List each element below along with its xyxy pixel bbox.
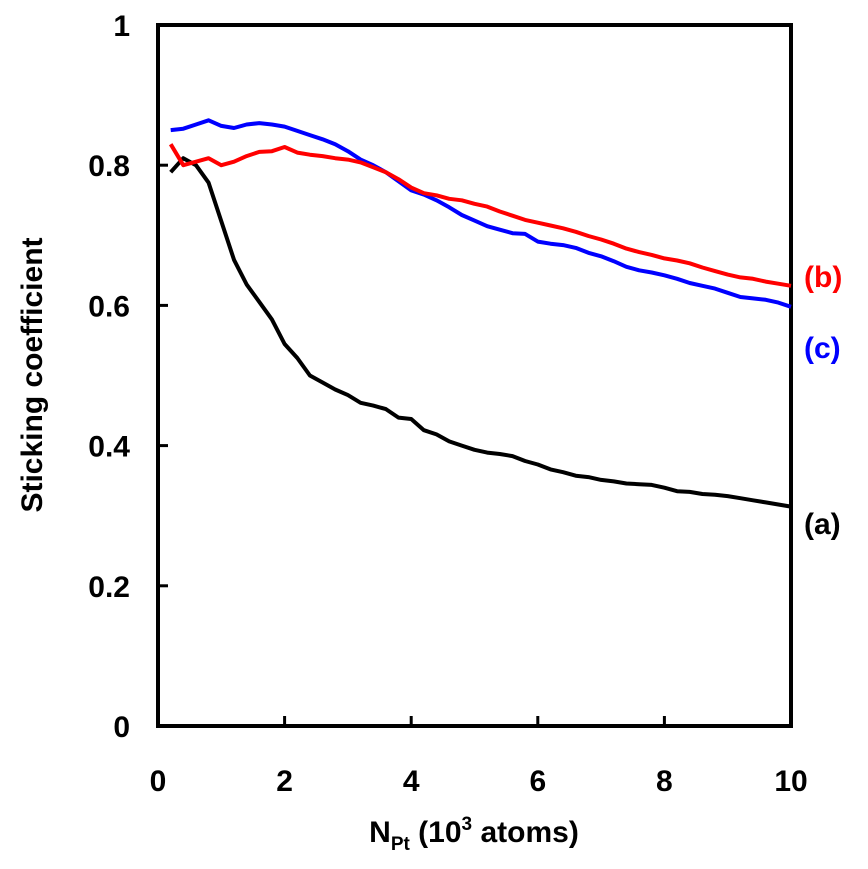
y-tick-label: 0.4 — [88, 431, 130, 464]
x-tick-label: 4 — [403, 765, 420, 798]
y-tick-label: 0 — [113, 711, 130, 744]
x-axis-title-subscript: Pt — [391, 834, 411, 855]
x-axis-title-main: N — [369, 816, 391, 849]
x-axis-title-superscript: 3 — [462, 814, 473, 835]
series-layer — [168, 118, 792, 509]
series-label-b: (b) — [804, 261, 842, 294]
x-tick-label: 8 — [656, 765, 673, 798]
y-tick-label: 1 — [113, 10, 130, 43]
y-axis-title: Sticking coefficient — [16, 237, 49, 512]
plot-frame — [156, 23, 793, 728]
series-label-a: (a) — [804, 508, 841, 541]
x-tick-label: 0 — [150, 765, 167, 798]
x-axis-title-paren: (10 — [410, 816, 462, 849]
y-tick-label: 0.8 — [88, 150, 130, 183]
x-tick-label: 2 — [276, 765, 293, 798]
ticks-layer: 0 2 4 6 8 10 0 0.2 0.4 0.6 0.8 1 — [88, 10, 807, 798]
x-tick-label: 10 — [774, 765, 807, 798]
series-line-c — [170, 118, 792, 309]
x-axis-title-rest: atoms) — [472, 816, 579, 849]
series-line-a — [169, 156, 792, 509]
series-line-b — [168, 143, 792, 288]
x-axis-title: NPt (103 atoms) — [369, 814, 579, 855]
y-tick-label: 0.6 — [88, 290, 130, 323]
x-tick-label: 6 — [529, 765, 546, 798]
series-label-c: (c) — [804, 332, 841, 365]
y-tick-label: 0.2 — [88, 571, 130, 604]
